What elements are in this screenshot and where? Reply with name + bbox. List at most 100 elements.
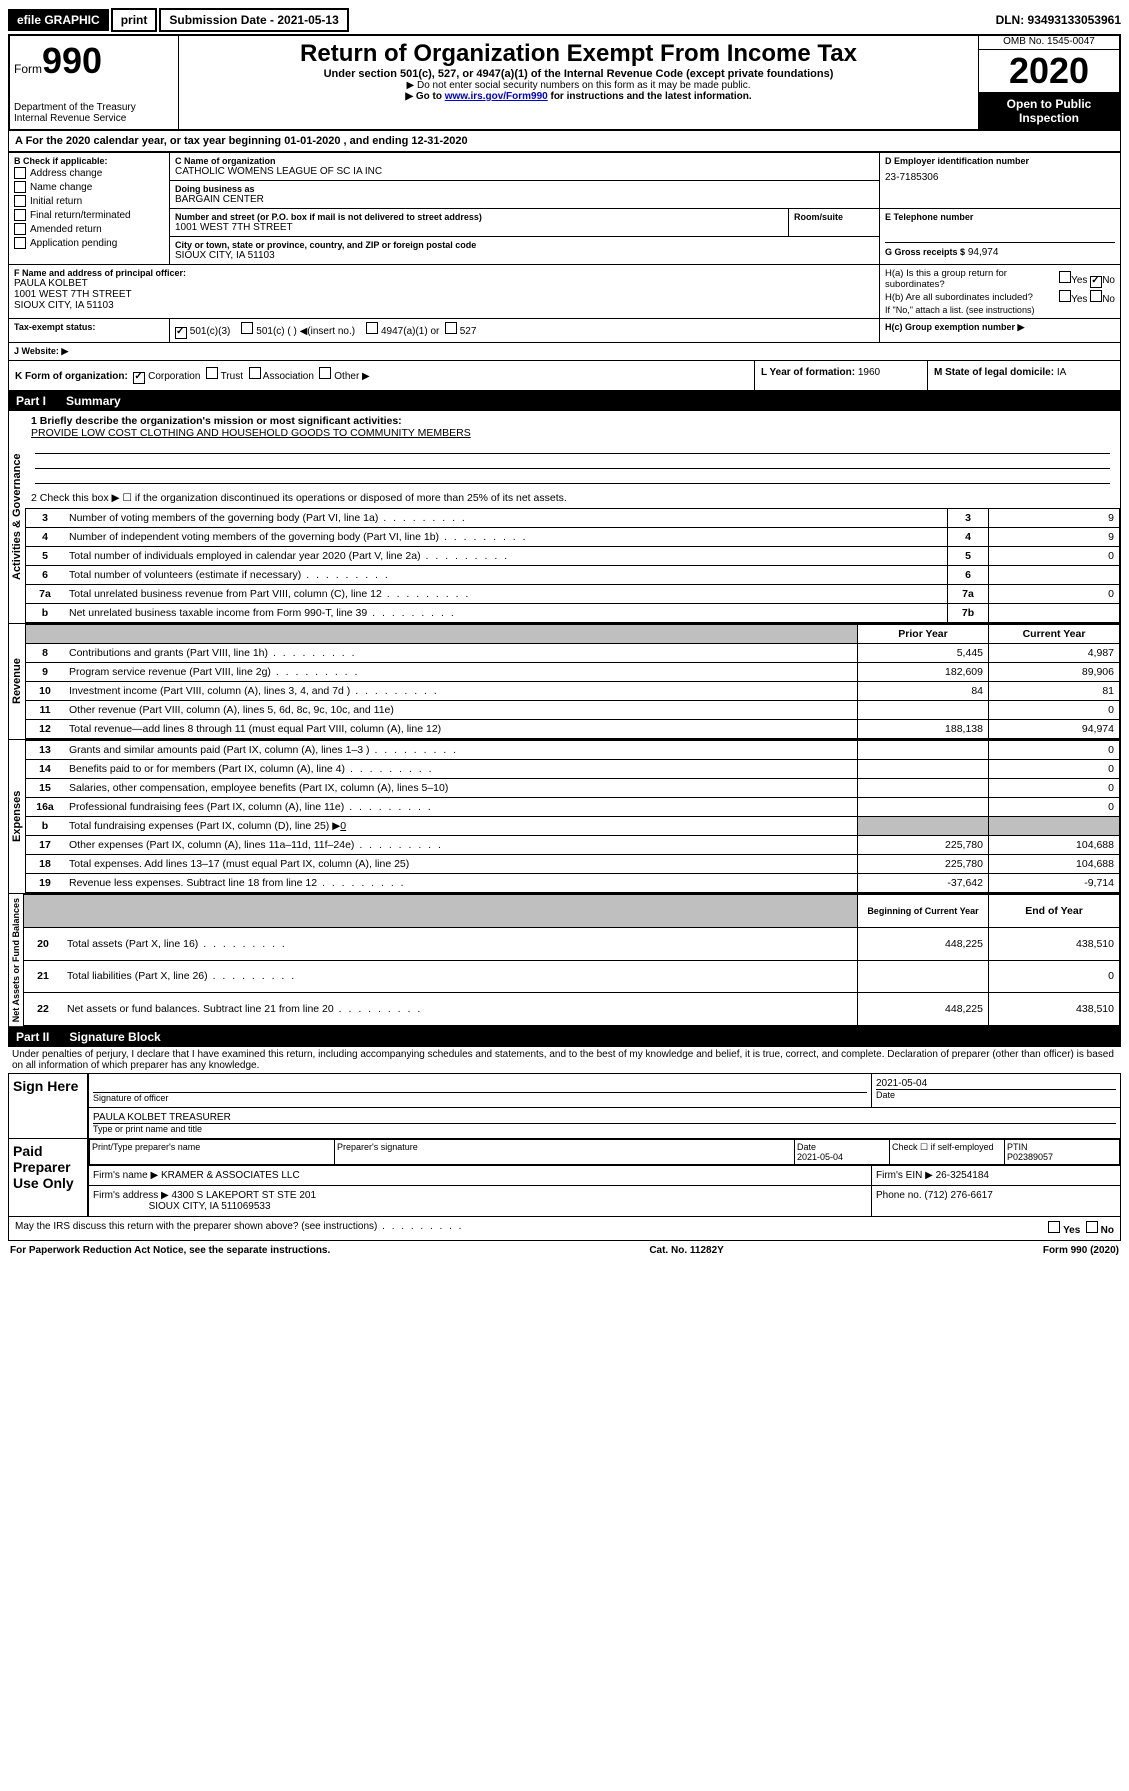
prep-sig-label: Preparer's signature xyxy=(335,1140,795,1165)
prep-name-label: Print/Type preparer's name xyxy=(90,1140,335,1165)
hb-yes-cb[interactable] xyxy=(1059,290,1071,302)
ein-value: 23-7185306 xyxy=(885,166,1115,189)
discuss-no-cb[interactable] xyxy=(1086,1221,1098,1233)
l17-desc: Other expenses (Part IX, column (A), lin… xyxy=(69,839,443,851)
l13-desc: Grants and similar amounts paid (Part IX… xyxy=(69,744,458,756)
l3-val: 9 xyxy=(989,509,1120,528)
street-value: 1001 WEST 7TH STREET xyxy=(175,222,783,233)
entity-block: B Check if applicable: Address change Na… xyxy=(8,152,1121,361)
side-expenses: Expenses xyxy=(9,740,25,893)
c18: 104,688 xyxy=(989,855,1120,874)
goto-prefix: ▶ Go to xyxy=(405,91,444,102)
cb-501c[interactable] xyxy=(241,322,253,334)
c12: 94,974 xyxy=(989,720,1120,739)
officer-name: PAULA KOLBET xyxy=(14,278,874,289)
ha-yes-cb[interactable] xyxy=(1059,271,1071,283)
l7a-desc: Total unrelated business revenue from Pa… xyxy=(69,588,470,600)
ptin-value: P02389057 xyxy=(1007,1152,1053,1162)
l16a-desc: Professional fundraising fees (Part IX, … xyxy=(69,801,433,813)
cb-application-pending[interactable]: Application pending xyxy=(14,236,164,250)
cb-association[interactable] xyxy=(249,367,261,379)
form-header: Form990 Department of the Treasury Inter… xyxy=(8,34,1121,131)
footer: For Paperwork Reduction Act Notice, see … xyxy=(8,1241,1121,1260)
hb-no-cb[interactable] xyxy=(1090,290,1102,302)
box-g-label: G Gross receipts $ xyxy=(885,247,965,257)
print-button[interactable]: print xyxy=(111,8,158,32)
box-e-label: E Telephone number xyxy=(885,212,1115,222)
form-number: Form990 xyxy=(14,40,174,82)
form-subtitle: Under section 501(c), 527, or 4947(a)(1)… xyxy=(183,68,974,80)
cb-527[interactable] xyxy=(445,322,457,334)
firm-name-label: Firm's name ▶ xyxy=(93,1170,158,1181)
phone-label: Phone no. xyxy=(876,1190,922,1201)
discuss-label: May the IRS discuss this return with the… xyxy=(15,1221,463,1236)
cb-trust[interactable] xyxy=(206,367,218,379)
ha-no-cb[interactable] xyxy=(1090,276,1102,288)
p20: 448,225 xyxy=(858,927,989,960)
irs-link[interactable]: www.irs.gov/Form990 xyxy=(445,91,548,102)
l10-desc: Investment income (Part VIII, column (A)… xyxy=(69,685,439,697)
part1-num: Part I xyxy=(16,394,46,408)
year-formation: 1960 xyxy=(858,367,880,378)
hb-note: If "No," attach a list. (see instruction… xyxy=(885,305,1115,315)
efile-graphic-label: efile GRAPHIC xyxy=(8,9,109,31)
cb-name-change[interactable]: Name change xyxy=(14,180,164,194)
footer-mid: Cat. No. 11282Y xyxy=(649,1245,723,1256)
city-value: SIOUX CITY, IA 51103 xyxy=(175,250,874,261)
l3-desc: Number of voting members of the governin… xyxy=(69,512,467,524)
box-c-label: C Name of organization xyxy=(175,156,874,166)
firm-ein-label: Firm's EIN ▶ xyxy=(876,1170,933,1181)
c16a: 0 xyxy=(989,798,1120,817)
row-k-l-m: K Form of organization: Corporation Trus… xyxy=(8,361,1121,391)
p12: 188,138 xyxy=(858,720,989,739)
c22: 438,510 xyxy=(989,993,1120,1026)
firm-ein: 26-3254184 xyxy=(936,1170,989,1181)
l7b-val xyxy=(989,604,1120,623)
l4-val: 9 xyxy=(989,528,1120,547)
hc-label: H(c) Group exemption number ▶ xyxy=(885,322,1024,332)
sig-date: 2021-05-04 xyxy=(876,1078,1116,1089)
goto-suffix: for instructions and the latest informat… xyxy=(548,91,752,102)
cb-initial-return[interactable]: Initial return xyxy=(14,194,164,208)
l6-val xyxy=(989,566,1120,585)
box-j-label: J Website: ▶ xyxy=(14,346,68,356)
discuss-yes-cb[interactable] xyxy=(1048,1221,1060,1233)
part1-header: Part I Summary xyxy=(8,391,1121,411)
p17: 225,780 xyxy=(858,836,989,855)
p13 xyxy=(858,741,989,760)
ha-label: H(a) Is this a group return for subordin… xyxy=(885,268,1059,290)
box-f-label: F Name and address of principal officer: xyxy=(14,268,874,278)
hb-label: H(b) Are all subordinates included? xyxy=(885,292,1033,303)
sig-officer-label: Signature of officer xyxy=(93,1092,867,1103)
phone-value: (712) 276-6617 xyxy=(924,1190,992,1201)
hdr-cur: Current Year xyxy=(989,625,1120,644)
cb-other[interactable] xyxy=(319,367,331,379)
p21 xyxy=(858,960,989,993)
p14 xyxy=(858,760,989,779)
cb-501c3[interactable] xyxy=(175,327,187,339)
dln-label: DLN: 93493133053961 xyxy=(996,13,1121,27)
box-d-label: D Employer identification number xyxy=(885,156,1115,166)
firm-name: KRAMER & ASSOCIATES LLC xyxy=(161,1170,300,1181)
tax-year: 2020 xyxy=(979,50,1119,92)
hdr-end: End of Year xyxy=(989,895,1120,928)
cb-final-return[interactable]: Final return/terminated xyxy=(14,208,164,222)
box-b-label: B Check if applicable: xyxy=(14,156,164,166)
c14: 0 xyxy=(989,760,1120,779)
cb-4947[interactable] xyxy=(366,322,378,334)
l19-desc: Revenue less expenses. Subtract line 18 … xyxy=(69,877,406,889)
cb-address-change[interactable]: Address change xyxy=(14,166,164,180)
cb-amended[interactable]: Amended return xyxy=(14,222,164,236)
box-i-label: Tax-exempt status: xyxy=(14,322,95,332)
room-label: Room/suite xyxy=(794,212,874,222)
street-label: Number and street (or P.O. box if mail i… xyxy=(175,212,783,222)
l4-desc: Number of independent voting members of … xyxy=(69,531,528,543)
org-name: CATHOLIC WOMENS LEAGUE OF SC IA INC xyxy=(175,166,874,177)
l7a-val: 0 xyxy=(989,585,1120,604)
p10: 84 xyxy=(858,682,989,701)
sig-date-label: Date xyxy=(876,1089,1116,1100)
side-activities-gov: Activities & Governance xyxy=(9,411,25,623)
cb-corporation[interactable] xyxy=(133,372,145,384)
name-title-label: Type or print name and title xyxy=(93,1123,1116,1134)
l9-desc: Program service revenue (Part VIII, line… xyxy=(69,666,359,678)
